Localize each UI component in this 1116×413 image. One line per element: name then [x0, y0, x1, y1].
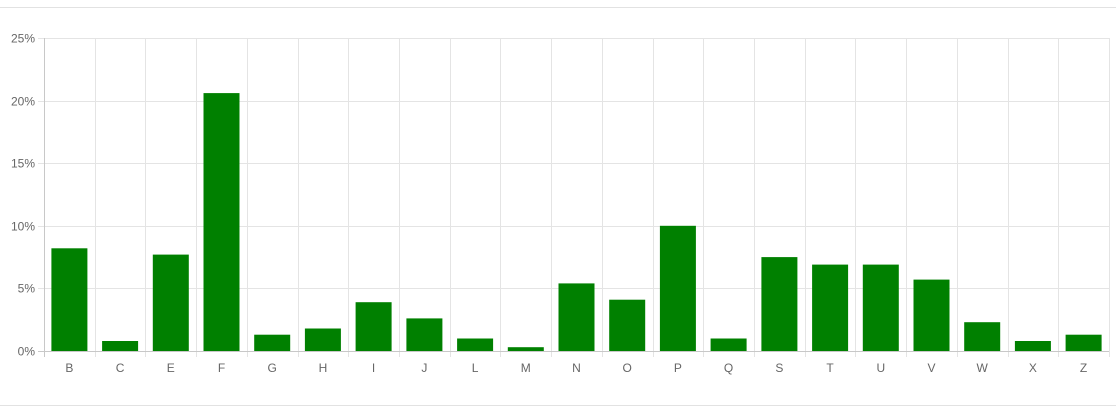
bar-T[interactable]: [812, 264, 849, 351]
bar-G[interactable]: [254, 334, 291, 351]
x-tick-label: F: [218, 361, 225, 375]
x-tick-label: V: [927, 361, 935, 375]
bar-I[interactable]: [355, 302, 392, 351]
bar-J[interactable]: [406, 318, 443, 351]
bars: [51, 93, 1102, 352]
x-tick-label: X: [1029, 361, 1037, 375]
x-tick-label: G: [268, 361, 277, 375]
bottom-divider: [0, 405, 1116, 406]
bar-O[interactable]: [609, 299, 646, 351]
x-tick-label: S: [775, 361, 783, 375]
bar-L[interactable]: [457, 338, 494, 352]
y-tick-label: 20%: [11, 95, 35, 109]
x-tick-label: L: [472, 361, 479, 375]
bar-W[interactable]: [964, 322, 1001, 351]
bar-S[interactable]: [761, 257, 798, 351]
bar-E[interactable]: [152, 254, 189, 351]
x-tick-label: H: [319, 361, 328, 375]
x-tick-label: Z: [1080, 361, 1087, 375]
x-tick-label: C: [116, 361, 125, 375]
y-tick-label: 5%: [18, 282, 36, 296]
y-tick-label: 25%: [11, 32, 35, 46]
x-tick-label: J: [421, 361, 427, 375]
bar-C[interactable]: [102, 341, 139, 351]
x-tick-label: E: [167, 361, 175, 375]
x-tick-label: N: [572, 361, 581, 375]
top-divider: [0, 7, 1116, 8]
y-tick-label: 0%: [18, 345, 36, 359]
bar-B[interactable]: [51, 248, 88, 351]
x-tick-label: B: [65, 361, 73, 375]
axes: [38, 38, 1109, 357]
bar-X[interactable]: [1014, 341, 1051, 351]
bar-U[interactable]: [862, 264, 899, 351]
x-tick-label: Q: [724, 361, 733, 375]
bar-F[interactable]: [203, 93, 240, 351]
x-tick-label: I: [372, 361, 375, 375]
y-tick-label: 10%: [11, 220, 35, 234]
x-tick-label: W: [977, 361, 989, 375]
y-tick-label: 15%: [11, 157, 35, 171]
bar-N[interactable]: [558, 283, 595, 351]
bar-V[interactable]: [913, 279, 950, 351]
bar-H[interactable]: [304, 328, 341, 352]
bar-P[interactable]: [659, 225, 696, 351]
tick-labels: 0% 5% 10% 15% 20% 25% B C E F G H I J L M N O P Q S T U V W X Z: [11, 32, 1087, 376]
x-tick-label: T: [826, 361, 834, 375]
x-tick-label: O: [623, 361, 632, 375]
x-tick-label: M: [521, 361, 531, 375]
bar-Q[interactable]: [710, 338, 747, 352]
bar-Z[interactable]: [1065, 334, 1102, 351]
bar-M[interactable]: [507, 347, 544, 351]
x-tick-label: P: [674, 361, 682, 375]
x-tick-label: U: [876, 361, 885, 375]
grid-lines: [38, 38, 1110, 357]
